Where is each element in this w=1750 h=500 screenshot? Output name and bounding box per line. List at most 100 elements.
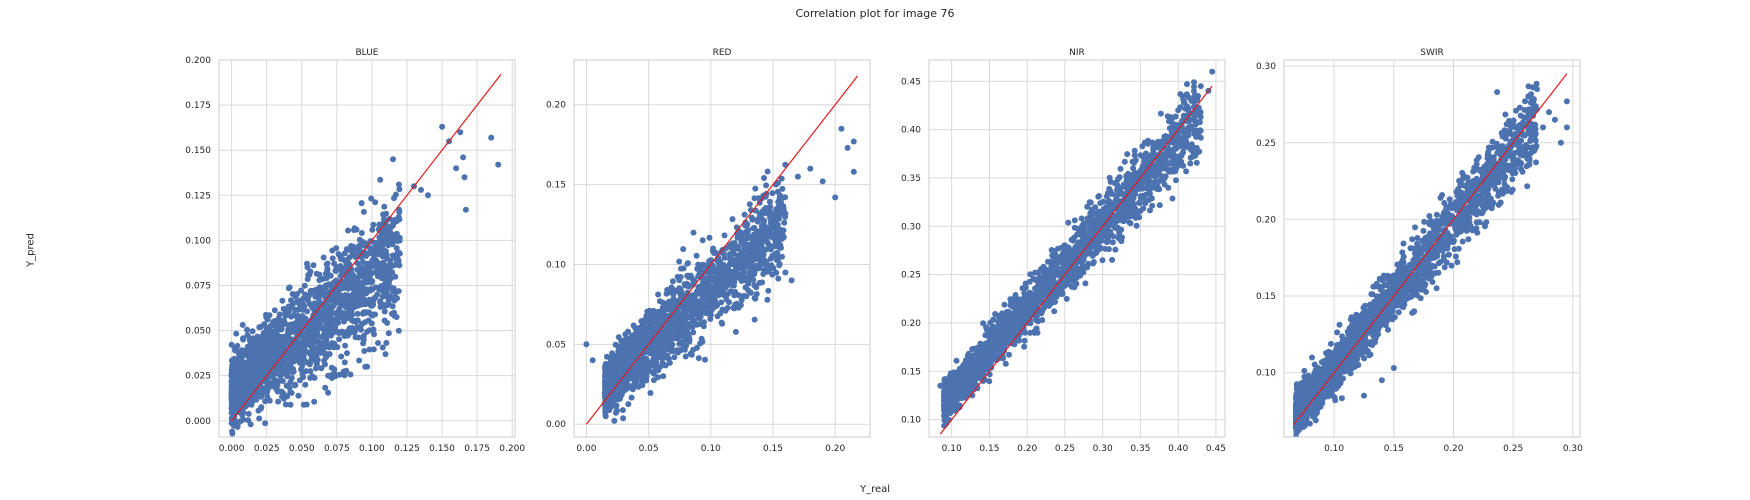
scatter-point — [733, 269, 740, 275]
scatter-point — [744, 221, 751, 228]
scatter-point — [232, 345, 238, 352]
scatter-point — [684, 260, 691, 267]
scatter-point — [690, 229, 697, 236]
scatter-point — [757, 239, 764, 246]
scatter-point — [317, 321, 323, 328]
scatter-point — [1071, 217, 1078, 224]
scatter-point — [233, 361, 240, 368]
scatter-point — [619, 407, 626, 414]
scatter-point — [378, 237, 385, 243]
scatter-point — [646, 313, 652, 320]
scatter-point — [620, 344, 627, 351]
scatter-point — [336, 371, 343, 378]
subplot-blue: 0.000 0.025 0.050 0.075 0.100 0.125 0.150 0.175… — [185, 48, 525, 454]
scatter-point — [632, 325, 639, 332]
scatter-point — [305, 297, 311, 304]
scatter-point — [278, 388, 285, 395]
y-tick-label: 0.15 — [901, 367, 921, 377]
scatter-point — [376, 250, 383, 257]
scatter-point — [691, 277, 698, 284]
scatter-point — [329, 255, 336, 262]
scatter-point — [384, 319, 391, 326]
x-tick-label: 0.050 — [289, 444, 315, 454]
scatter-point — [344, 350, 350, 357]
x-tick-label: 0.45 — [1206, 444, 1226, 454]
scatter-point — [346, 277, 353, 284]
scatter-point — [319, 302, 326, 309]
scatter-point — [321, 357, 328, 364]
scatter-point — [370, 346, 377, 353]
scatter-point — [361, 348, 368, 354]
scatter-point — [311, 398, 318, 405]
scatter-point — [1157, 110, 1164, 117]
scatter-point — [345, 227, 352, 234]
scatter-point — [256, 415, 263, 422]
scatter-point — [385, 242, 392, 249]
scatter-point — [782, 269, 789, 276]
subplot-red: 0.00 0.05 0.10 0.15 0.200.000.050.100.150.20… — [546, 48, 871, 454]
y-tick-label: 0.075 — [185, 281, 211, 291]
scatter-point — [754, 254, 761, 261]
y-tick-label: 0.40 — [901, 126, 921, 136]
scatter-point — [719, 320, 726, 327]
y-tick-label: 0.20 — [546, 101, 566, 111]
scatter-point — [656, 298, 663, 305]
scatter-point — [382, 351, 389, 358]
scatter-point — [330, 344, 337, 351]
scatter-point — [235, 382, 241, 389]
scatter-point — [260, 339, 267, 345]
scatter-point — [351, 290, 357, 297]
scatter-point — [381, 284, 388, 291]
scatter-point — [352, 325, 359, 332]
scatter-point — [322, 384, 329, 391]
scatter-point — [244, 326, 250, 333]
scatter-point — [688, 306, 695, 313]
scatter-point — [327, 272, 334, 279]
scatter-point — [356, 324, 363, 331]
scatter-point — [602, 387, 609, 394]
scatter-point — [266, 348, 273, 355]
scatter-point — [384, 271, 391, 278]
scatter-point — [720, 250, 727, 257]
scatter-point — [372, 257, 379, 264]
scatter-point — [705, 310, 712, 317]
scatter-point — [1117, 165, 1124, 172]
scatter-point — [1131, 152, 1138, 159]
scatter-point — [706, 293, 713, 300]
scatter-point — [631, 372, 638, 378]
y-tick-label: 0.125 — [185, 191, 211, 201]
scatter-point — [751, 316, 758, 323]
scatter-point — [250, 396, 257, 402]
scatter-point — [669, 327, 676, 334]
x-tick-label: 0.025 — [254, 444, 280, 454]
scatter-point — [379, 293, 386, 300]
scatter-point — [712, 297, 718, 304]
subplot-title: NIR — [1069, 48, 1085, 58]
scatter-point — [233, 370, 240, 377]
scatter-point — [664, 352, 671, 359]
scatter-point — [658, 311, 665, 318]
axes-frame — [573, 59, 871, 438]
scatter-point — [362, 363, 369, 370]
scatter-point — [764, 238, 771, 245]
scatter-point — [699, 261, 706, 268]
axes-frame — [218, 59, 516, 438]
scatter-point — [1084, 203, 1091, 210]
scatter-point — [764, 296, 771, 303]
scatter-point — [762, 233, 769, 239]
scatter-point — [627, 347, 634, 354]
scatter-point — [307, 368, 314, 375]
scatter-point — [321, 317, 328, 324]
scatter-point — [369, 226, 376, 233]
scatter-point — [285, 364, 292, 371]
y-tick-label: 0.175 — [185, 101, 211, 111]
scatter-point — [850, 138, 857, 145]
scatter-point — [986, 378, 993, 385]
scatter-point — [838, 125, 845, 132]
scatter-point — [342, 342, 349, 349]
scatter-point — [360, 332, 367, 339]
scatter-point — [1021, 337, 1028, 344]
scatter-point — [728, 269, 735, 276]
scatter-point — [683, 280, 690, 287]
scatter-point — [765, 267, 772, 274]
